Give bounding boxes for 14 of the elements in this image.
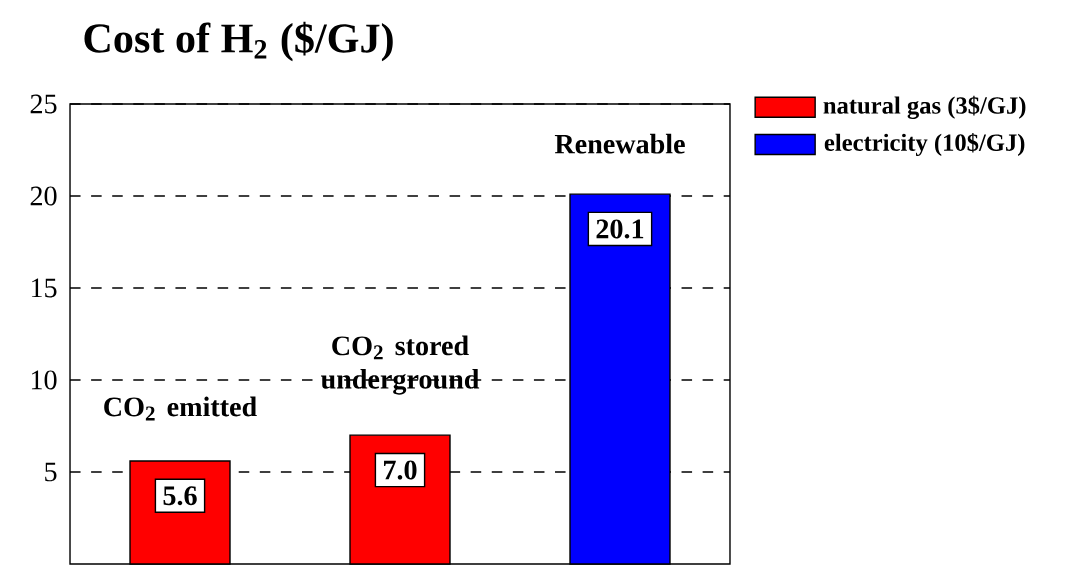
data-label: 7.0 (384, 460, 417, 480)
x-tick-label: CO$_{2}$ stored underground (321, 335, 480, 395)
x-tick-label: CO$_{2}$ emitted (104, 396, 257, 421)
data-label: 20.1 (596, 219, 644, 239)
y-tick-label: 15 (31, 278, 57, 298)
y-tick-label: 5 (45, 462, 57, 482)
data-label: 5.6 (163, 486, 197, 506)
x-tick-label: Renewable (554, 133, 685, 154)
legend-label: electricity (10$/GJ) (824, 132, 1025, 157)
y-tick-label: 20 (30, 186, 57, 206)
y-tick-label: 10 (31, 370, 57, 390)
chart-title: Cost of H$_{2}$ ($/GJ) (84, 21, 393, 62)
legend-label: natural gas (3$/GJ) (823, 95, 1026, 119)
y-tick-label: 25 (30, 94, 57, 114)
